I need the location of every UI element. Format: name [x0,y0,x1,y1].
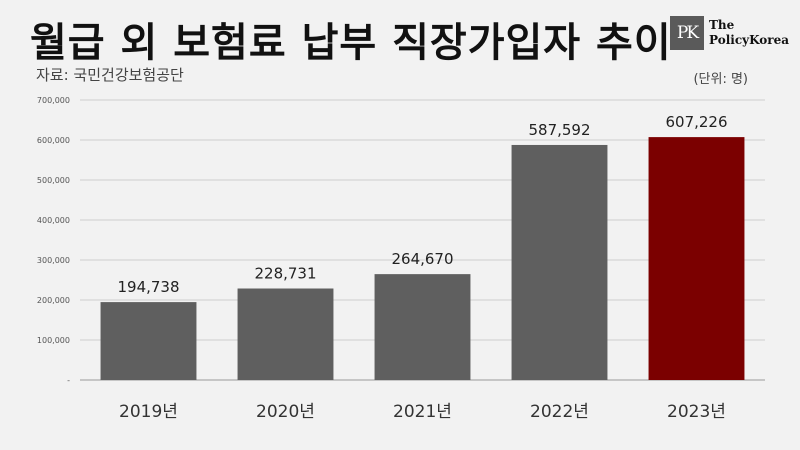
y-tick-label: 600,000 [37,136,70,145]
y-tick-label: 500,000 [37,176,70,185]
x-tick-label: 2022년 [530,402,589,422]
brand-logo: PK The PolicyKorea [670,16,789,50]
bar [100,302,197,380]
data-source: 자료: 국민건강보험공단 [36,66,184,84]
y-tick-label: 400,000 [37,216,70,225]
logo-mark-icon: PK [670,16,704,50]
logo-line-1: The [709,18,735,32]
x-tick-label: 2019년 [119,402,178,422]
y-tick-label: 200,000 [37,296,70,305]
bar-value-label: 194,738 [117,278,179,296]
bar [237,288,334,380]
y-tick-label: 700,000 [37,96,70,105]
y-tick-label: 300,000 [37,256,70,265]
bar [511,144,608,380]
bar [648,137,745,380]
logo-text: The PolicyKorea [709,18,789,48]
bar [374,274,471,380]
bar-value-label: 607,226 [665,113,727,131]
y-tick-label: 100,000 [37,336,70,345]
x-tick-label: 2020년 [256,402,315,422]
unit-label: (단위: 명) [693,72,748,87]
y-tick-label: - [67,376,70,385]
bar-value-label: 228,731 [254,265,316,283]
x-tick-label: 2021년 [393,402,452,422]
logo-line-2: PolicyKorea [709,33,790,47]
bar-value-label: 264,670 [391,250,453,268]
bar-value-label: 587,592 [528,121,590,139]
chart-title: 월급 외 보험료 납부 직장가입자 추이 [30,20,672,66]
x-tick-label: 2023년 [667,402,726,422]
